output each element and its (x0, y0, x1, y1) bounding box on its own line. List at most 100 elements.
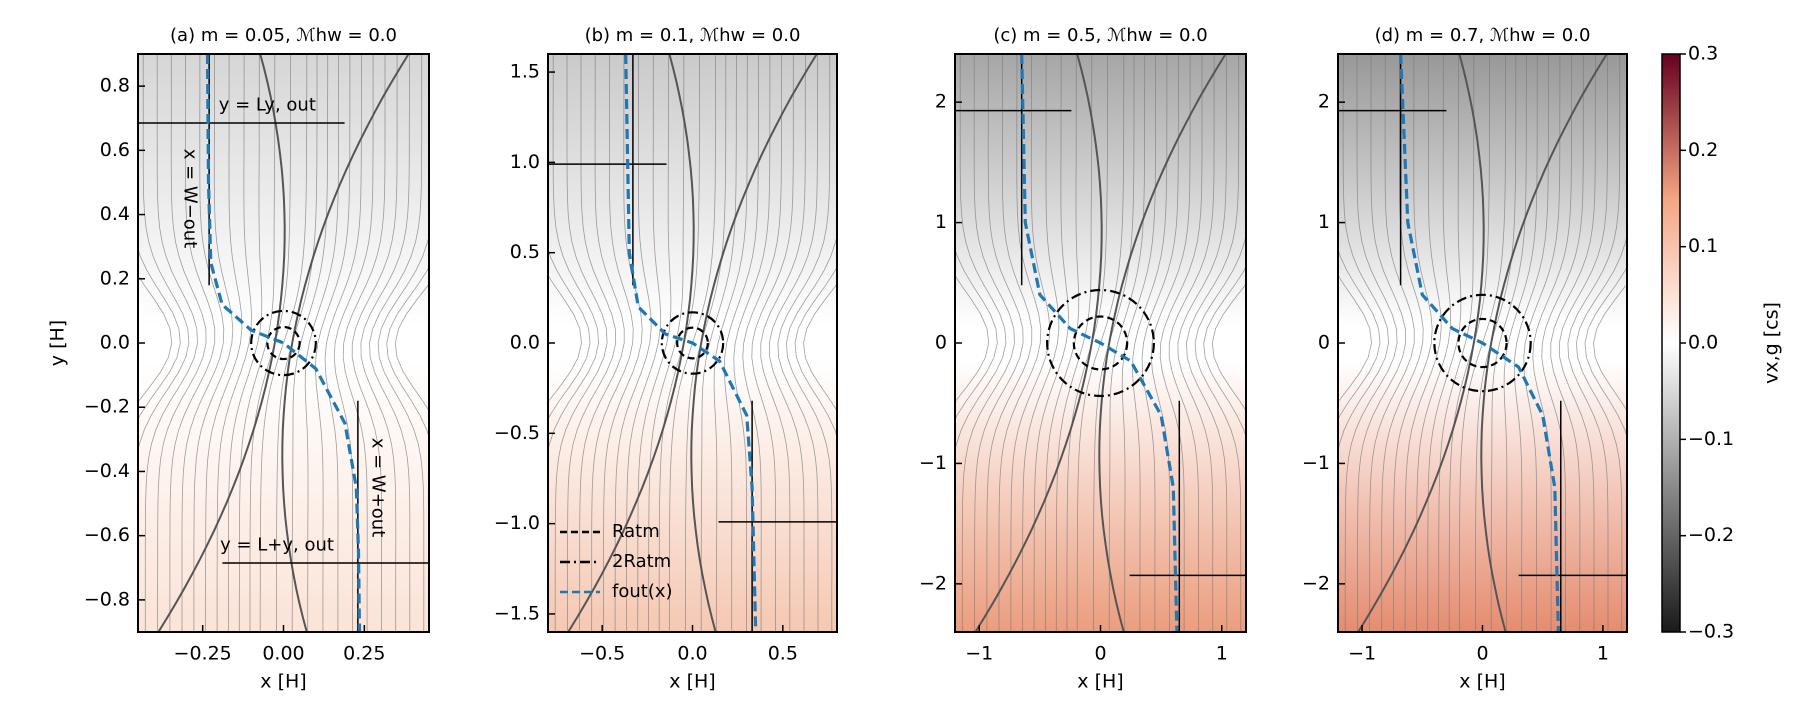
streamline (333, 54, 374, 632)
colorbar-tick-label: 0.1 (1688, 235, 1718, 257)
separatrix (690, 54, 818, 632)
streamline (1055, 54, 1093, 632)
annotation: x = W+out (367, 438, 388, 538)
streamline (1194, 233, 1246, 632)
separatrix (281, 54, 410, 632)
streamline (1010, 54, 1051, 632)
streamline (803, 283, 837, 412)
y-tick-label: 0.5 (510, 241, 540, 263)
separatrix (1098, 54, 1227, 632)
streamline (1503, 54, 1538, 632)
y-tick-label: −1.0 (494, 512, 540, 534)
streamline (1416, 54, 1452, 632)
streamline (1338, 54, 1390, 453)
streamline (1541, 54, 1584, 632)
streamline (1567, 54, 1621, 632)
colorbar-label: vx,g [cs] (1761, 302, 1783, 384)
streamline (1203, 266, 1246, 438)
y-tick-label: 0 (935, 332, 947, 354)
panel-1 (548, 54, 837, 632)
streamline (700, 54, 737, 632)
two-r-atm-circle (660, 311, 725, 375)
streamline (1150, 54, 1191, 632)
streamline (733, 54, 771, 632)
streamline (785, 233, 837, 632)
streamline (961, 54, 1015, 632)
two-r-atm-circle (1046, 288, 1155, 398)
streamline (1393, 54, 1433, 632)
colorbar-tick-label: −0.2 (1688, 524, 1734, 546)
x-tick-label: −0.25 (174, 643, 232, 665)
streamline (324, 54, 362, 632)
streamline (637, 54, 672, 632)
streamline (1344, 54, 1398, 632)
streamline (648, 54, 685, 632)
streamline (1575, 233, 1627, 632)
streamline (986, 54, 1033, 632)
separatrix (974, 54, 1103, 632)
streamline (369, 54, 423, 632)
streamline (579, 54, 625, 632)
y-tick-label: −2 (1302, 572, 1330, 594)
separatrix (1480, 54, 1608, 632)
streamline (1427, 54, 1462, 632)
y-tick-label: 2 (935, 91, 947, 113)
streamline (1186, 54, 1240, 632)
x-tick-label: 1 (1216, 643, 1228, 665)
streamline (205, 54, 243, 632)
r-atm-circle (1072, 315, 1129, 371)
y-tick-label: 0.8 (100, 75, 130, 97)
streamline (548, 274, 582, 403)
y-tick-label: 1.5 (510, 61, 540, 83)
y-tick-label: 0 (1318, 332, 1330, 354)
y-tick-label: −0.6 (84, 524, 130, 546)
streamline (342, 54, 386, 632)
streamline (216, 54, 252, 632)
streamline (1168, 54, 1215, 632)
y-tick-label: 0.0 (100, 332, 130, 354)
panel-title: (b) m = 0.1, ℳhw = 0.0 (585, 25, 801, 46)
streamline (259, 54, 308, 632)
legend-label: Ratm (612, 521, 660, 542)
y-tick-label: 0.0 (510, 332, 540, 354)
annotation: y = L+y, out (220, 534, 334, 555)
streamline (794, 266, 837, 438)
colorbar-tick-label: 0.0 (1688, 332, 1718, 354)
streamline (1404, 54, 1442, 632)
y-tick-label: 0.4 (100, 203, 130, 225)
streamline (955, 54, 1007, 453)
f-out-curve (624, 54, 758, 632)
streamline (144, 54, 198, 632)
y-tick-label: −0.8 (84, 588, 130, 610)
streamline (193, 54, 234, 632)
x-axis-label: x [H] (669, 671, 715, 693)
streamline (591, 54, 634, 632)
annotation: x = W−out (180, 149, 201, 249)
streamline (614, 54, 652, 632)
r-atm-circle (1457, 317, 1508, 369)
annotation: y = Ly, out (219, 94, 316, 115)
x-tick-label: −0.5 (579, 643, 625, 665)
panel-title: (a) m = 0.05, ℳhw = 0.0 (170, 25, 397, 46)
colorbar-tick-label: 0.2 (1688, 139, 1718, 161)
y-tick-label: −1 (919, 452, 947, 474)
panel-title: (d) m = 0.7, ℳhw = 0.0 (1375, 25, 1591, 46)
streamline (603, 54, 643, 632)
x-tick-label: 0.5 (768, 643, 798, 665)
streamline (1338, 274, 1372, 403)
streamline (554, 54, 608, 632)
streamline (723, 54, 759, 632)
streamline (1177, 54, 1227, 632)
streamline (1033, 54, 1069, 632)
x-tick-label: 1 (1597, 643, 1609, 665)
streamline (1593, 283, 1627, 412)
streamline (1132, 54, 1168, 632)
streamline (1550, 54, 1596, 632)
streamline (351, 54, 398, 632)
x-tick-label: −1 (1348, 643, 1376, 665)
streamline (1523, 54, 1561, 632)
x-axis-label: x [H] (1459, 671, 1505, 693)
streamline (548, 248, 591, 421)
y-tick-label: −0.4 (84, 460, 130, 482)
y-tick-label: 1 (935, 211, 947, 233)
